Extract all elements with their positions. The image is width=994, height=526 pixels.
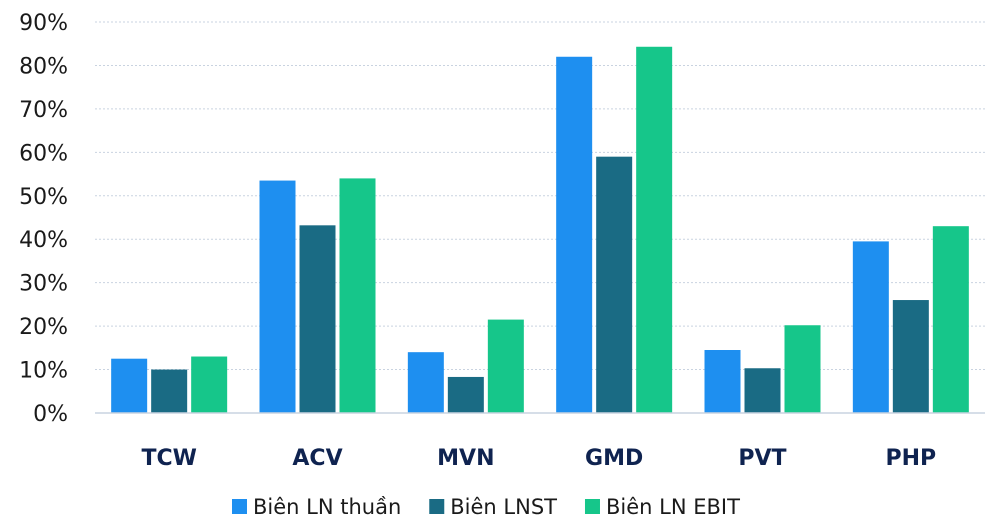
bar-gmd-series-2 — [596, 156, 633, 413]
x-tick-label: PHP — [885, 446, 936, 471]
legend-swatch — [584, 499, 600, 514]
legend-item: Biên LNST — [429, 495, 557, 519]
y-tick-label: 90% — [19, 11, 68, 36]
y-tick-label: 30% — [19, 272, 68, 297]
bar-tcw-series-1 — [111, 358, 148, 413]
bar-mvn-series-1 — [407, 352, 444, 413]
y-axis-ticks: 0% 10% 20% 30% 40% 50% 60% 70% 80% 90% — [19, 11, 68, 427]
x-axis-ticks: TCW ACV MVN GMD PVT PHP — [141, 446, 936, 471]
legend-item: Biên LN EBIT — [584, 495, 740, 519]
y-tick-label: 40% — [19, 228, 68, 253]
grid-lines — [95, 21, 985, 371]
bar-php-series-1 — [852, 241, 889, 413]
legend-item: Biên LN thuần — [232, 495, 401, 519]
bar-acv-series-1 — [259, 180, 296, 413]
y-tick-label: 50% — [19, 185, 68, 210]
bar-mvn-series-3 — [487, 319, 524, 413]
y-tick-label: 80% — [19, 54, 68, 79]
bar-gmd-series-1 — [556, 56, 593, 413]
legend-label: Biên LN thuần — [253, 495, 401, 519]
x-tick-label: GMD — [585, 446, 643, 471]
y-tick-label: 0% — [33, 402, 68, 427]
bar-acv-series-2 — [299, 225, 336, 413]
bars — [111, 46, 969, 413]
legend-swatch — [232, 499, 247, 514]
y-tick-label: 70% — [19, 98, 68, 123]
x-tick-label: TCW — [141, 446, 196, 471]
legend: Biên LN thuần Biên LNST Biên LN EBIT — [232, 495, 740, 519]
x-tick-label: MVN — [437, 446, 494, 471]
bar-pvt-series-3 — [784, 325, 821, 413]
bar-acv-series-3 — [339, 178, 376, 413]
x-tick-label: PVT — [738, 446, 786, 471]
y-tick-label: 10% — [19, 359, 68, 384]
bar-php-series-3 — [932, 226, 969, 413]
bar-pvt-series-2 — [744, 368, 781, 413]
bar-gmd-series-3 — [636, 46, 673, 413]
bar-tcw-series-2 — [151, 369, 188, 413]
bar-pvt-series-1 — [704, 350, 741, 413]
bar-mvn-series-2 — [447, 376, 484, 413]
legend-label: Biên LNST — [450, 495, 557, 519]
legend-label: Biên LN EBIT — [606, 495, 740, 519]
bar-tcw-series-3 — [191, 356, 228, 413]
legend-swatch — [429, 499, 445, 514]
y-tick-label: 60% — [19, 141, 68, 166]
y-tick-label: 20% — [19, 315, 68, 340]
x-tick-label: ACV — [292, 446, 342, 471]
bar-php-series-2 — [892, 300, 929, 413]
